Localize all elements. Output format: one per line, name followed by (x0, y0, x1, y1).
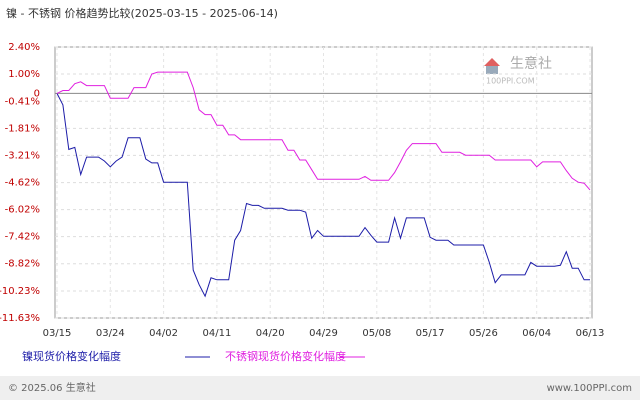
x-tick-label: 05/26 (469, 328, 498, 339)
x-tick-label: 03/15 (43, 328, 72, 339)
watermark-site: 100PPI.COM (486, 77, 535, 86)
y-tick-label: -3.21% (5, 150, 40, 161)
x-tick-label: 06/04 (522, 328, 551, 339)
x-tick-label: 06/13 (576, 328, 605, 339)
watermark-icon (484, 58, 500, 66)
y-tick-label: -7.42% (5, 232, 40, 243)
y-tick-label: 1.00% (8, 69, 40, 80)
x-tick-label: 04/29 (309, 328, 338, 339)
watermark-name: 生意社 (510, 55, 552, 72)
y-tick-label: 2.40% (8, 42, 40, 53)
y-tick-label: -0.41% (5, 96, 40, 107)
footer-right: www.100PPI.com (547, 383, 632, 394)
chart-title: 镍 - 不锈钢 价格趋势比较(2025-03-15 - 2025-06-14) (6, 6, 278, 20)
y-tick-label: -11.63% (0, 313, 40, 324)
watermark-icon (486, 66, 498, 74)
y-tick-label: 0 (34, 88, 40, 99)
x-tick-label: 05/08 (362, 328, 391, 339)
y-tick-label: -10.23% (0, 286, 40, 297)
x-tick-label: 05/17 (416, 328, 445, 339)
x-tick-label: 04/20 (256, 328, 285, 339)
y-tick-label: -1.81% (5, 123, 40, 134)
footer-left: © 2025.06 生意社 (8, 381, 96, 394)
watermark: 生意社 100PPI.COM (484, 55, 552, 86)
legend-label: 不锈钢现货价格变化幅度 (225, 349, 346, 363)
legend-label: 镍现货价格变化幅度 (22, 349, 121, 363)
line-series (56, 93, 590, 298)
y-tick-label: -6.02% (5, 205, 40, 216)
x-tick-label: 03/24 (96, 328, 125, 339)
y-tick-label: -4.62% (5, 178, 40, 189)
y-tick-label: -8.82% (5, 259, 40, 270)
x-tick-label: 04/11 (202, 328, 231, 339)
line-series (56, 71, 591, 191)
footer-bar (0, 376, 640, 400)
x-tick-label: 04/02 (149, 328, 178, 339)
